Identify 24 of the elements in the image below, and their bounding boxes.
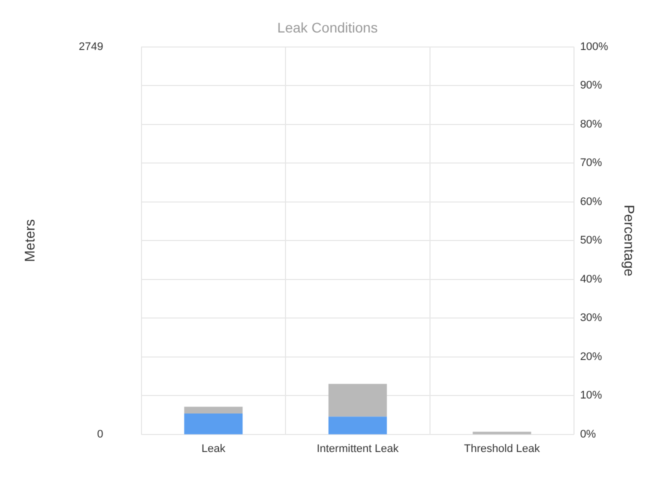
y2-tick-label: 70%: [580, 157, 602, 170]
bar: [184, 406, 243, 414]
y2-tick-label: 40%: [580, 273, 602, 286]
y2-tick-label: 20%: [580, 350, 602, 363]
y2-tick-label: 60%: [580, 196, 602, 208]
y-tick-label: 2749: [78, 40, 104, 53]
chart-title: Leak Conditions: [277, 19, 378, 36]
bar: [328, 416, 387, 434]
y2-tick-label: 10%: [580, 390, 602, 402]
y2-tick-label: 0%: [580, 428, 596, 440]
x-tick-label: Threshold Leak: [464, 443, 540, 456]
x-tick-label: Intermittent Leak: [316, 443, 400, 456]
y2-tick-label: 30%: [580, 312, 602, 324]
y2-tick-label: 80%: [580, 118, 602, 130]
bar: [328, 384, 387, 417]
y2-axis-title: Percentage: [622, 204, 638, 277]
bar: [184, 414, 243, 434]
y-axis-title: Meters: [21, 219, 38, 262]
y2-tick-label: 90%: [580, 80, 602, 92]
y2-tick-label: 50%: [580, 234, 602, 247]
y2-tick-label: 100%: [580, 40, 608, 53]
x-tick-label: Leak: [201, 443, 226, 456]
y-tick-label: 0: [97, 428, 104, 440]
bar: [472, 432, 532, 434]
